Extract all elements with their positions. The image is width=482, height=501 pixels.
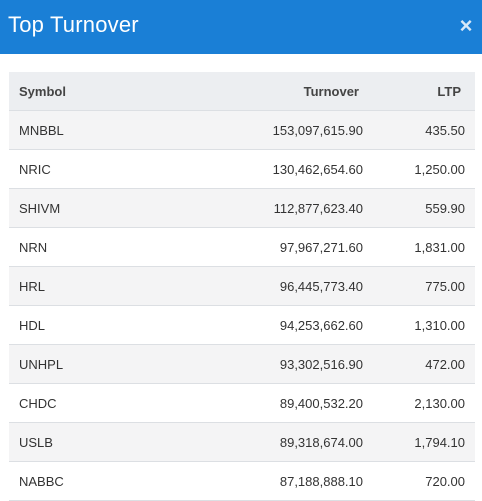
column-header-ltp[interactable]: LTP <box>373 72 475 111</box>
table-row[interactable]: HRL 96,445,773.40 775.00 <box>9 266 475 306</box>
cell-symbol: USLB <box>9 422 159 462</box>
cell-turnover: 97,967,271.60 <box>159 227 373 267</box>
cell-turnover: 93,302,516.90 <box>159 344 373 384</box>
cell-ltp: 1,831.00 <box>373 227 475 267</box>
table-header-row: Symbol Turnover LTP <box>9 72 475 111</box>
cell-symbol: HDL <box>9 305 159 345</box>
cell-turnover: 130,462,654.60 <box>159 149 373 189</box>
table-row[interactable]: UNHPL 93,302,516.90 472.00 <box>9 344 475 384</box>
cell-symbol: UNHPL <box>9 344 159 384</box>
cell-symbol: SHIVM <box>9 188 159 228</box>
cell-symbol: NABBC <box>9 461 159 501</box>
cell-turnover: 153,097,615.90 <box>159 110 373 150</box>
table-row[interactable]: NABBC 87,188,888.10 720.00 <box>9 461 475 501</box>
cell-ltp: 1,794.10 <box>373 422 475 462</box>
cell-turnover: 112,877,623.40 <box>159 188 373 228</box>
cell-ltp: 2,130.00 <box>373 383 475 423</box>
cell-symbol: HRL <box>9 266 159 306</box>
table-row[interactable]: NRN 97,967,271.60 1,831.00 <box>9 227 475 267</box>
cell-symbol: NRIC <box>9 149 159 189</box>
cell-turnover: 94,253,662.60 <box>159 305 373 345</box>
top-turnover-table: Symbol Turnover LTP MNBBL 153,097,615.90 4… <box>9 72 475 501</box>
cell-symbol: MNBBL <box>9 110 159 150</box>
close-icon[interactable]: × <box>459 13 473 38</box>
column-header-turnover[interactable]: Turnover <box>159 72 373 111</box>
table-row[interactable]: HDL 94,253,662.60 1,310.00 <box>9 305 475 345</box>
cell-ltp: 1,250.00 <box>373 149 475 189</box>
cell-turnover: 89,400,532.20 <box>159 383 373 423</box>
cell-ltp: 435.50 <box>373 110 475 150</box>
table-row[interactable]: CHDC 89,400,532.20 2,130.00 <box>9 383 475 423</box>
table-row[interactable]: MNBBL 153,097,615.90 435.50 <box>9 110 475 150</box>
dialog-header: Top Turnover × <box>0 0 482 54</box>
cell-turnover: 96,445,773.40 <box>159 266 373 306</box>
cell-ltp: 720.00 <box>373 461 475 501</box>
cell-ltp: 1,310.00 <box>373 305 475 345</box>
dialog-title: Top Turnover <box>8 12 139 37</box>
cell-symbol: CHDC <box>9 383 159 423</box>
table-row[interactable]: SHIVM 112,877,623.40 559.90 <box>9 188 475 228</box>
top-turnover-table-container: Symbol Turnover LTP MNBBL 153,097,615.90 4… <box>9 72 475 501</box>
cell-ltp: 775.00 <box>373 266 475 306</box>
cell-turnover: 89,318,674.00 <box>159 422 373 462</box>
table-row[interactable]: NRIC 130,462,654.60 1,250.00 <box>9 149 475 189</box>
cell-turnover: 87,188,888.10 <box>159 461 373 501</box>
table-body: MNBBL 153,097,615.90 435.50 NRIC 130,462,654… <box>9 110 475 501</box>
cell-symbol: NRN <box>9 227 159 267</box>
cell-ltp: 472.00 <box>373 344 475 384</box>
column-header-symbol[interactable]: Symbol <box>9 72 159 111</box>
cell-ltp: 559.90 <box>373 188 475 228</box>
table-row[interactable]: USLB 89,318,674.00 1,794.10 <box>9 422 475 462</box>
